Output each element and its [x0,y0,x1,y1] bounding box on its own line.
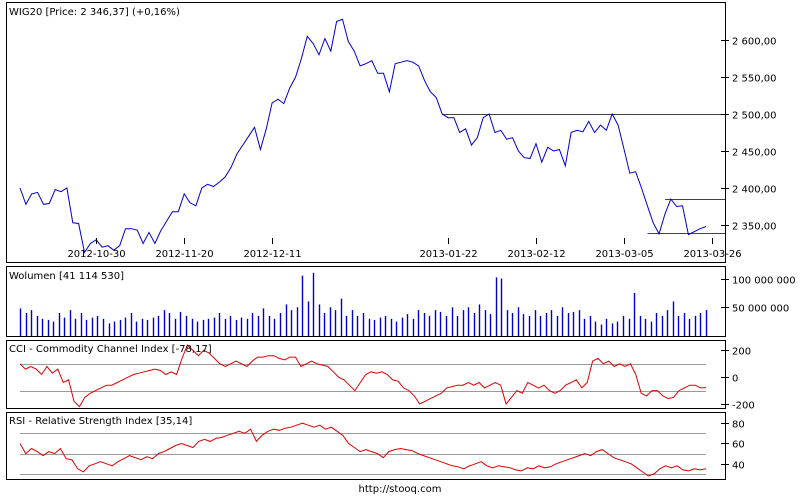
cci-panel: -200 0 200 CCI - Commodity Channel Index [… [6,340,755,412]
x-tick-label: 2013-03-26 [683,249,741,260]
y-tick-label: 50 000 000 [732,304,789,315]
volume-panel: 50 000 000 100 000 000 Wolumen [41 114 53… [6,266,796,337]
volume-panel-frame [6,266,726,337]
y-tick-label: 60 [732,440,745,451]
cci-panel-title: CCI - Commodity Channel Index [-78,17] [9,344,212,355]
x-tick-label: 2013-01-22 [419,249,477,260]
footer-source: http://stooq.com [358,484,442,495]
y-tick-label: 40 [732,461,745,472]
x-tick-label: 2012-12-11 [243,249,301,260]
y-tick-label: 2 350,00 [732,222,777,233]
volume-panel-title: Wolumen [41 114 530] [9,271,124,282]
y-tick-label: 2 450,00 [732,148,777,159]
price-series-line [19,18,707,254]
cci-series-line [19,344,707,408]
y-tick-label: -200 [732,401,755,412]
y-tick-label: 80 [732,420,745,431]
rsi-panel-frame [6,412,726,480]
x-tick-label: 2012-10-30 [67,249,125,260]
rsi-panel-title: RSI - Relative Strength Index [35,14] [9,416,192,427]
price-panel: 2 350,00 2 400,00 2 450,00 2 500,00 2 550,00… [6,2,777,263]
y-tick-label: 2 400,00 [732,185,777,196]
price-panel-frame [6,2,726,263]
y-tick-label: 0 [732,374,738,385]
rsi-series-line [19,422,707,477]
y-tick-label: 200 [732,347,751,358]
y-tick-label: 2 600,00 [732,37,777,48]
y-tick-label: 2 500,00 [732,111,777,122]
price-panel-title: WIG20 [Price: 2 346,37] (+0,16%) [9,7,180,18]
y-tick-label: 2 550,00 [732,74,777,85]
rsi-panel: 40 60 80 RSI - Relative Strength Index [35… [6,412,745,480]
y-tick-label: 100 000 000 [732,276,796,287]
x-tick-label: 2013-02-12 [507,249,565,260]
x-tick-label: 2013-03-05 [595,249,653,260]
x-tick-label: 2012-11-20 [155,249,213,260]
